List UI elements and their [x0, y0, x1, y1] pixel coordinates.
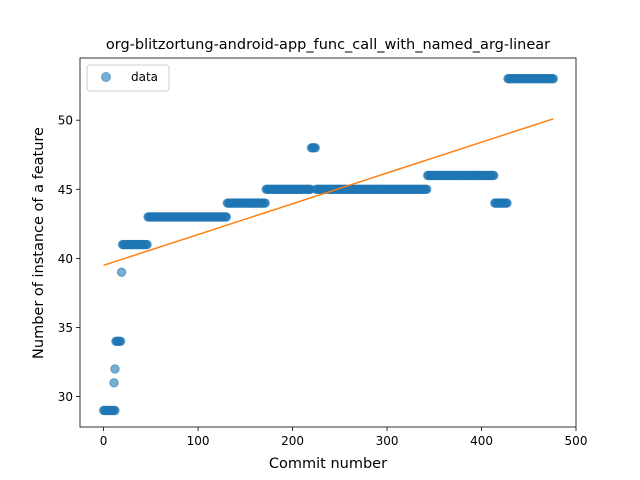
- legend-marker: [101, 72, 111, 82]
- y-tick-label: 40: [58, 252, 73, 266]
- data-point: [502, 198, 512, 208]
- data-point: [310, 143, 320, 153]
- data-point: [116, 267, 127, 277]
- data-point: [109, 378, 119, 388]
- chart-title: org-blitzortung-android-app_func_call_wi…: [106, 37, 550, 53]
- legend-label: data: [131, 70, 158, 84]
- x-tick-label: 300: [376, 434, 399, 448]
- y-tick-label: 30: [58, 390, 73, 404]
- x-tick-label: 100: [187, 434, 210, 448]
- y-tick-label: 35: [58, 321, 73, 335]
- axes-frame: [79, 57, 577, 428]
- data-point: [489, 170, 499, 181]
- y-tick-label: 50: [58, 114, 73, 128]
- x-axis-label: Commit number: [269, 456, 387, 472]
- y-axis-label: Number of instance of a feature: [31, 127, 47, 359]
- x-tick-label: 0: [100, 434, 108, 448]
- data-point: [110, 405, 120, 416]
- fit-line: [103, 118, 554, 267]
- data-point: [110, 364, 120, 374]
- data-point: [142, 239, 152, 250]
- data-point: [422, 184, 432, 194]
- y-tick-label: 45: [58, 183, 73, 197]
- legend-box: [86, 64, 170, 92]
- plot-area: 0 100 200 300 400 500 30 35 40 45 50: [58, 57, 588, 448]
- x-tick-label: 200: [281, 434, 304, 448]
- legend: data: [86, 64, 170, 92]
- x-tick-label: 400: [470, 434, 493, 448]
- x-tick-label: 500: [565, 434, 588, 448]
- data-point: [260, 198, 270, 208]
- data-point: [548, 74, 559, 84]
- data-point: [221, 212, 232, 222]
- data-point: [115, 336, 126, 347]
